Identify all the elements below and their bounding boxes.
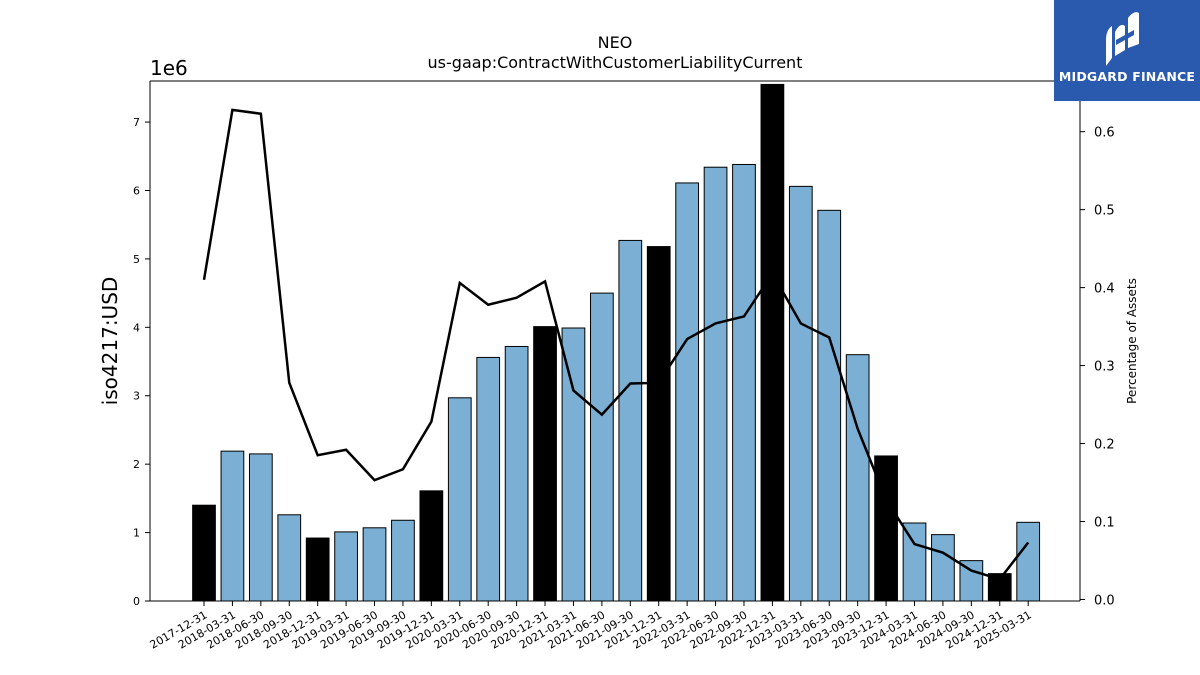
bar (902, 522, 927, 602)
y2-tick-label: 0.3 (1094, 360, 1115, 375)
bar (277, 514, 302, 602)
bar (703, 166, 728, 602)
bar (248, 453, 273, 602)
y2-tick-label: 0.1 (1094, 515, 1115, 530)
bar (362, 527, 387, 602)
bar (305, 537, 330, 602)
y-tick-label: 0 (133, 595, 140, 608)
bar (476, 356, 501, 602)
y2-tick-label: 0.5 (1094, 204, 1115, 219)
bar (192, 504, 216, 602)
y-offset-label: 1e6 (150, 56, 188, 80)
bar (391, 519, 415, 602)
logo-text: MIDGARD FINANCE (1058, 69, 1196, 84)
pct-assets-line (202, 108, 1030, 581)
bar (760, 83, 785, 602)
bar (334, 531, 358, 602)
bar (220, 450, 245, 602)
y-tick-label: 3 (133, 390, 140, 403)
bar (675, 182, 700, 602)
bar (504, 345, 529, 602)
y-tick-label: 6 (133, 184, 140, 197)
bar (419, 490, 444, 602)
midgard-logo-icon (1106, 12, 1139, 66)
bar (1016, 521, 1041, 602)
y2-tick-label: 0.4 (1094, 282, 1115, 297)
y2-axis-label: Percentage of Assets (1125, 278, 1139, 404)
bar (845, 354, 870, 602)
bar (590, 292, 614, 602)
bar (817, 209, 842, 602)
bar (788, 185, 813, 602)
y2-tick-label: 0.0 (1094, 593, 1115, 608)
y-tick-label: 1 (133, 527, 140, 540)
bar (618, 239, 643, 602)
y2-tick-label: 0.2 (1094, 438, 1115, 453)
bar (732, 163, 756, 602)
bar (447, 397, 472, 602)
chart-subtitle: us-gaap:ContractWithCustomerLiabilityCur… (428, 53, 803, 72)
bar (533, 326, 557, 602)
bar (931, 534, 955, 602)
midgard-finance-logo: MIDGARD FINANCE (1054, 0, 1200, 101)
y-tick-label: 5 (133, 253, 140, 266)
chart-title: NEO (598, 33, 633, 52)
y2-tick-label: 0.6 (1094, 126, 1115, 141)
y-tick-label: 2 (133, 458, 140, 471)
bar (561, 327, 586, 602)
y-tick-label: 7 (133, 116, 140, 129)
y-tick-label: 4 (133, 321, 140, 334)
bar (646, 246, 671, 602)
y-axis-label: iso4217:USD (98, 277, 122, 406)
